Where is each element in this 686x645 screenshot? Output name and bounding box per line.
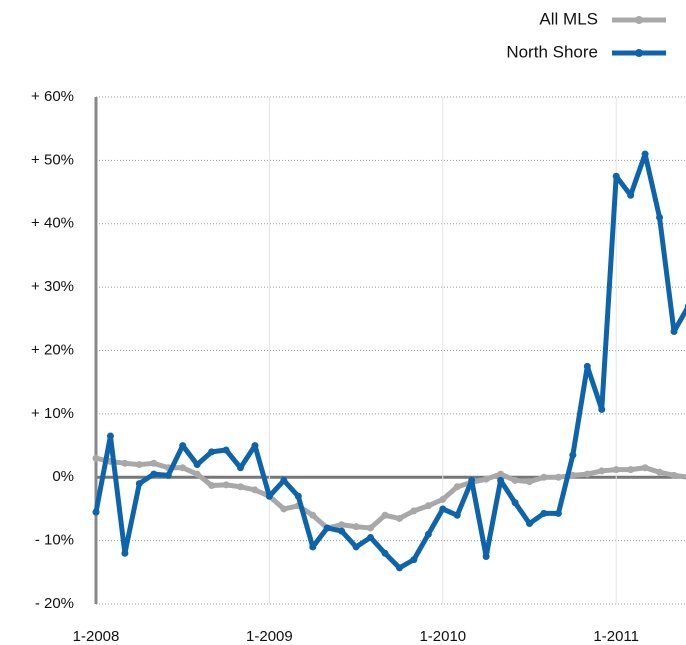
point [627, 466, 635, 474]
point [468, 476, 476, 484]
point [193, 470, 201, 478]
point [670, 327, 678, 335]
point [424, 530, 432, 538]
point [410, 507, 418, 515]
point [670, 471, 678, 479]
point [656, 468, 664, 476]
point [569, 471, 577, 479]
point [92, 454, 100, 462]
point [280, 476, 288, 484]
point [121, 549, 129, 557]
point [656, 213, 664, 221]
point [135, 461, 143, 469]
point [208, 448, 216, 456]
point [367, 533, 375, 541]
point [265, 492, 273, 500]
y-tick-label: - 20% [35, 595, 74, 612]
point [540, 473, 548, 481]
point [497, 470, 505, 478]
point [251, 442, 259, 450]
point [237, 464, 244, 472]
point [135, 480, 143, 488]
point [150, 459, 158, 467]
point [583, 362, 591, 370]
x-tick-label: 1-2008 [73, 628, 120, 645]
point [150, 470, 158, 478]
point [280, 505, 288, 513]
series-line [93, 151, 686, 571]
point [641, 464, 649, 472]
y-tick-label: - 10% [35, 532, 74, 549]
x-tick-label: 1-2011 [593, 628, 639, 645]
point [352, 523, 360, 531]
point [338, 527, 346, 535]
point [554, 473, 562, 481]
point [121, 459, 129, 467]
point [367, 524, 375, 532]
point [526, 520, 533, 528]
legend-label: All MLS [539, 9, 598, 28]
point [569, 451, 577, 459]
point [439, 505, 447, 513]
point [410, 556, 418, 564]
point [554, 509, 562, 517]
point [482, 475, 490, 483]
point [526, 478, 533, 486]
point [222, 481, 230, 489]
y-tick-label: + 20% [31, 341, 74, 358]
point [381, 549, 389, 557]
point [106, 432, 114, 440]
legend-marker [635, 16, 643, 24]
point [627, 191, 635, 199]
y-tick-label: + 60% [31, 88, 74, 105]
point [222, 446, 230, 454]
x-tick-label: 1-2009 [246, 628, 293, 645]
point [395, 514, 403, 522]
plot-area [92, 150, 686, 572]
point [251, 486, 259, 494]
y-tick-label: + 10% [31, 405, 74, 422]
point [164, 471, 172, 479]
point [424, 502, 432, 510]
y-tick-label: 0% [52, 468, 74, 485]
point [612, 172, 620, 180]
point [395, 564, 403, 572]
point [309, 511, 317, 519]
point [612, 466, 620, 474]
y-tick-label: + 30% [31, 278, 74, 295]
point [381, 511, 389, 519]
point [92, 508, 100, 516]
point [439, 495, 447, 503]
point [511, 476, 519, 484]
point [179, 442, 187, 450]
y-tick-label: + 50% [31, 151, 74, 168]
point [598, 467, 606, 475]
legend-marker [635, 49, 643, 57]
point [453, 483, 461, 491]
point [482, 552, 490, 560]
point [511, 499, 519, 507]
y-tick-label: + 40% [31, 215, 74, 232]
point [179, 464, 187, 472]
point [208, 481, 216, 489]
x-tick-label: 1-2010 [419, 628, 466, 645]
point [193, 461, 201, 469]
point [237, 483, 244, 491]
point [323, 524, 331, 532]
point [338, 521, 346, 529]
point [453, 511, 461, 519]
point [598, 405, 606, 413]
point [540, 509, 548, 517]
point [497, 476, 505, 484]
point [641, 150, 649, 158]
point [294, 492, 302, 500]
point [583, 470, 591, 478]
point [352, 543, 360, 551]
legend-label: North Shore [506, 42, 598, 61]
point [309, 543, 317, 551]
